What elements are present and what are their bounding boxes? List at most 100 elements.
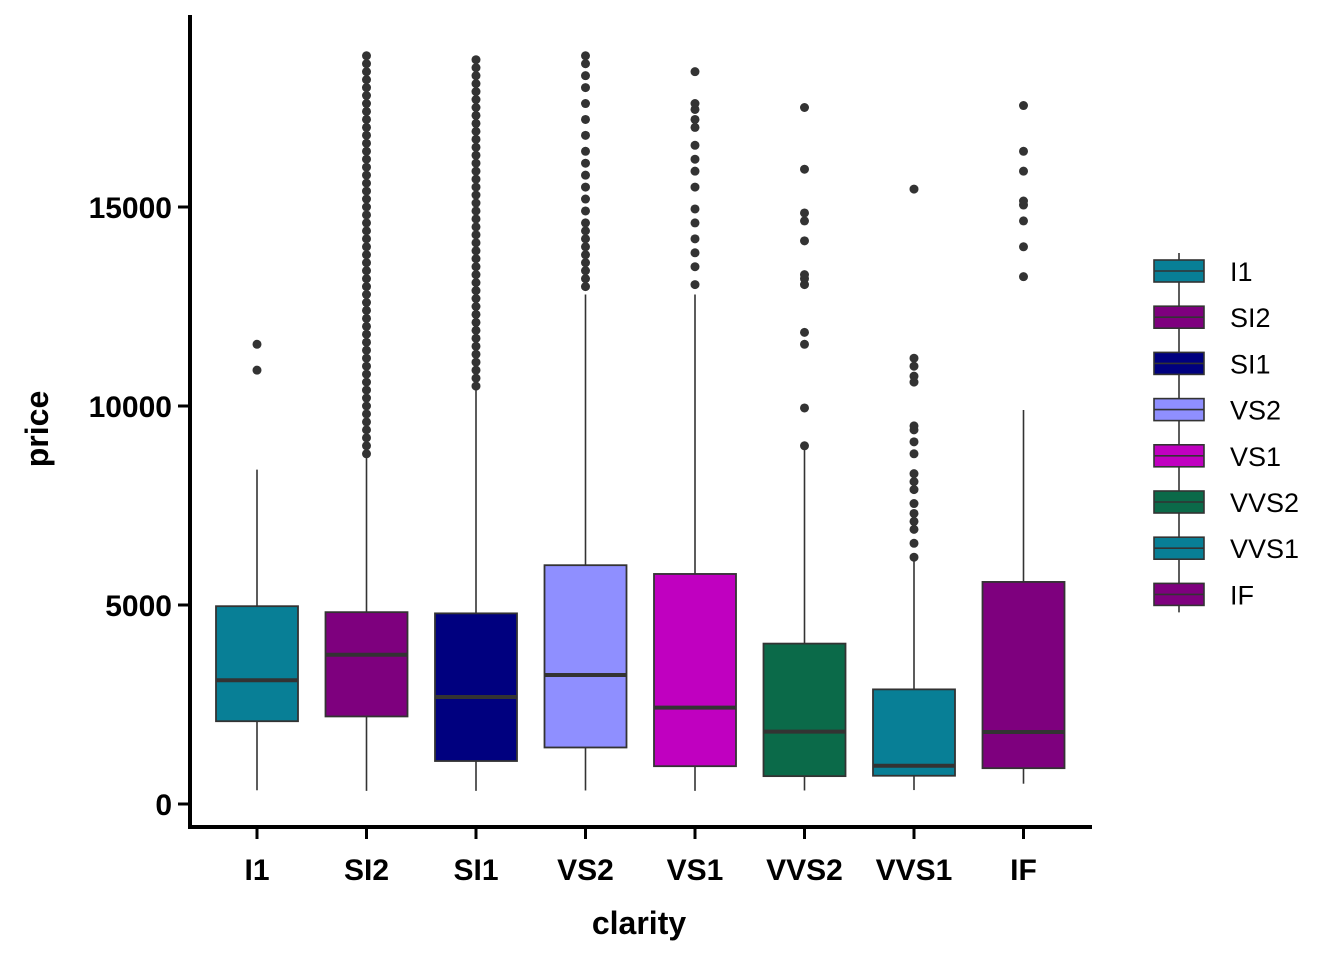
outlier-point xyxy=(690,99,700,109)
outlier-point xyxy=(581,158,590,168)
outlier-point xyxy=(471,262,481,272)
iqr-box xyxy=(981,581,1066,770)
x-tick-label: VS1 xyxy=(667,854,724,887)
y-axis-title: price xyxy=(19,391,55,467)
box-if xyxy=(981,101,1066,784)
outlier-point xyxy=(690,182,700,192)
outlier-point xyxy=(471,325,481,335)
legend-item: VVS1 xyxy=(1153,534,1299,564)
outlier-point xyxy=(581,51,590,61)
legend-label: VS1 xyxy=(1230,442,1281,472)
outlier-point xyxy=(362,266,371,276)
outlier-point xyxy=(690,248,700,258)
outlier-point xyxy=(690,280,700,290)
boxes-layer xyxy=(215,51,1066,791)
outlier-point xyxy=(362,329,371,339)
outlier-point xyxy=(471,230,481,240)
outlier-point xyxy=(471,373,481,383)
outlier-point xyxy=(690,154,700,164)
outlier-point xyxy=(362,154,371,164)
outlier-point xyxy=(471,71,481,81)
outlier-point xyxy=(690,122,700,132)
outlier-point xyxy=(1019,146,1028,156)
x-tick-label: VS2 xyxy=(557,854,614,887)
outlier-point xyxy=(362,282,371,292)
iqr-box xyxy=(324,611,409,718)
outlier-point xyxy=(362,353,371,363)
outlier-point xyxy=(252,339,262,349)
legend-label: VVS2 xyxy=(1230,488,1299,518)
outlier-point xyxy=(909,477,919,487)
outlier-point xyxy=(581,234,590,244)
outlier-point xyxy=(909,499,919,509)
outlier-point xyxy=(800,164,809,174)
outlier-point xyxy=(471,55,481,65)
legend-item: VS1 xyxy=(1153,442,1281,472)
outlier-point xyxy=(471,270,481,280)
outlier-point xyxy=(362,449,371,459)
outlier-point xyxy=(471,95,481,105)
outlier-point xyxy=(362,377,371,387)
outlier-point xyxy=(471,182,481,192)
outlier-point xyxy=(1019,101,1028,111)
outlier-point xyxy=(362,194,371,204)
outlier-point xyxy=(909,371,919,381)
outlier-point xyxy=(362,178,371,188)
outlier-point xyxy=(471,150,481,160)
outlier-point xyxy=(471,214,481,224)
outlier-point xyxy=(800,208,809,218)
outlier-point xyxy=(471,302,481,311)
outlier-point xyxy=(362,258,371,268)
x-tick-label: I1 xyxy=(244,854,269,887)
legend-label: VS2 xyxy=(1230,396,1281,426)
legend-item: VS2 xyxy=(1153,396,1281,426)
outlier-point xyxy=(581,266,590,276)
legend-item: VVS2 xyxy=(1153,488,1299,518)
outlier-point xyxy=(362,51,371,61)
outlier-point xyxy=(581,99,590,109)
outlier-point xyxy=(362,75,371,85)
iqr-box xyxy=(762,642,847,778)
outlier-point xyxy=(471,317,481,327)
outlier-point xyxy=(471,309,481,319)
outlier-point xyxy=(362,433,371,443)
legend-label: SI1 xyxy=(1230,349,1271,379)
outlier-point xyxy=(690,166,700,176)
outlier-point xyxy=(362,441,371,451)
outlier-point xyxy=(362,242,371,252)
outlier-point xyxy=(252,365,262,375)
outlier-point xyxy=(362,361,371,371)
outlier-point xyxy=(909,361,919,371)
outlier-point xyxy=(1019,242,1028,252)
outlier-point xyxy=(471,103,481,112)
x-ticks: I1 SI2 SI1 VS2 VS1 VVS2 VVS1 IF xyxy=(244,827,1037,887)
outlier-point xyxy=(362,83,371,93)
iqr-box xyxy=(653,573,737,768)
iqr-box xyxy=(215,605,299,723)
outlier-point xyxy=(471,206,481,216)
outlier-point xyxy=(1019,272,1028,282)
outlier-point xyxy=(690,218,700,228)
outlier-point xyxy=(362,274,371,284)
axes-layer xyxy=(188,15,1092,829)
outlier-point xyxy=(362,114,371,124)
outlier-point xyxy=(471,246,481,256)
outlier-point xyxy=(362,99,371,109)
outlier-point xyxy=(362,234,371,244)
outlier-point xyxy=(581,130,590,140)
outlier-point xyxy=(909,524,919,534)
outlier-point xyxy=(581,258,590,268)
outlier-point xyxy=(690,234,700,244)
outlier-point xyxy=(362,186,371,196)
outlier-point xyxy=(362,385,371,395)
legend-label: I1 xyxy=(1230,257,1253,287)
outlier-point xyxy=(800,216,809,226)
outlier-point xyxy=(581,170,590,180)
outlier-point xyxy=(909,449,919,459)
outlier-point xyxy=(362,290,371,300)
outlier-point xyxy=(362,130,371,140)
outlier-point xyxy=(362,345,371,355)
outlier-point xyxy=(471,158,481,168)
x-tick-label: VVS1 xyxy=(876,854,953,887)
outlier-point xyxy=(471,357,481,367)
